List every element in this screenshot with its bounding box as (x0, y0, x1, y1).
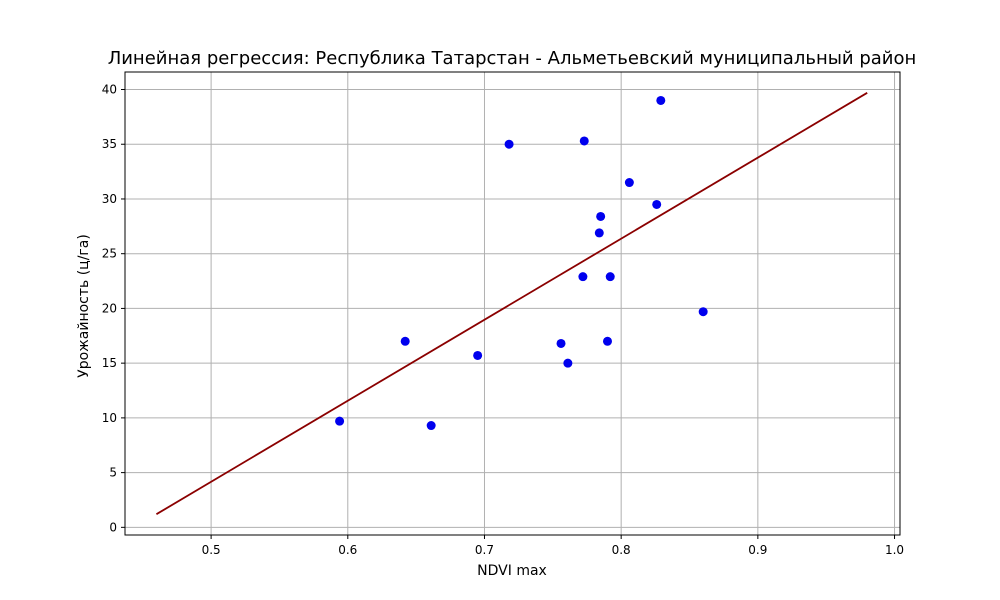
data-point (602, 336, 612, 346)
y-tick-label: 15 (102, 356, 117, 370)
data-point (426, 421, 436, 431)
data-point (556, 338, 566, 348)
x-tick-label: 1.0 (885, 543, 904, 557)
y-tick-label: 0 (109, 520, 117, 534)
plot-area (124, 71, 901, 536)
data-point (400, 336, 410, 346)
y-axis-label: Урожайность (ц/га) (76, 234, 92, 378)
y-axis-ticks: 0 5 10 15 20 25 30 35 40 (102, 83, 125, 534)
data-point (605, 272, 615, 282)
x-tick-label: 0.8 (612, 543, 631, 557)
regression-line (155, 92, 868, 515)
x-axis-ticks: 0.5 0.6 0.7 0.8 0.9 1.0 (202, 535, 904, 557)
x-tick-label: 0.6 (338, 543, 357, 557)
data-point (504, 139, 514, 149)
y-tick-label: 35 (102, 137, 117, 151)
data-point (652, 199, 662, 209)
data-point (473, 350, 483, 360)
y-tick-label: 25 (102, 247, 117, 261)
data-point (596, 211, 606, 221)
x-tick-label: 0.9 (748, 543, 767, 557)
y-tick-label: 40 (102, 83, 117, 97)
x-axis-label: NDVI max (477, 563, 547, 579)
data-point (698, 307, 708, 317)
y-tick-label: 20 (102, 301, 117, 315)
data-point (579, 136, 589, 146)
y-tick-label: 10 (102, 411, 117, 425)
data-point (594, 228, 604, 238)
x-tick-label: 0.5 (202, 543, 221, 557)
data-point (624, 178, 634, 188)
y-tick-label: 5 (109, 466, 117, 480)
x-tick-label: 0.7 (475, 543, 494, 557)
data-point (563, 358, 573, 368)
data-point (578, 272, 588, 282)
scatter-points (335, 95, 708, 431)
chart-title: Линейная регрессия: Республика Татарстан… (108, 48, 917, 69)
data-point (335, 416, 345, 426)
regression-line-layer (155, 92, 868, 515)
data-point (656, 95, 666, 105)
y-tick-label: 30 (102, 192, 117, 206)
